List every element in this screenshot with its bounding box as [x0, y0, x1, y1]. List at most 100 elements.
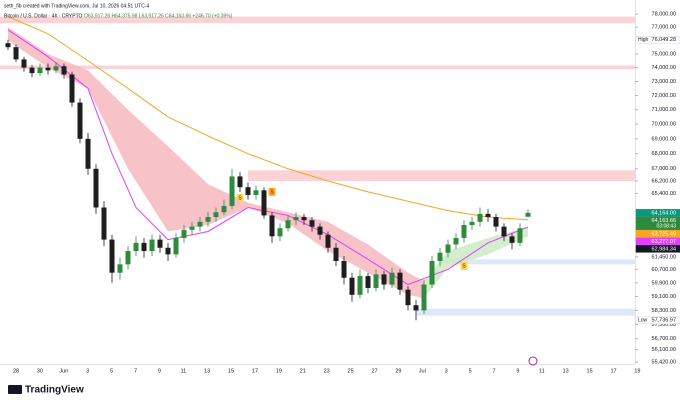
brand: TradingView: [25, 385, 84, 396]
candle-body: [157, 239, 163, 248]
moving-average: [7, 16, 529, 221]
y-tick-label: 59,900.00: [652, 280, 676, 286]
candle-body: [309, 220, 315, 227]
x-tick-label: 13: [563, 368, 569, 374]
x-tick-label: 23: [324, 368, 330, 374]
y-tick-label: 66,200.00: [652, 178, 676, 184]
x-tick-label: 19: [634, 368, 640, 374]
x-tick-label: 7: [134, 368, 137, 374]
candle-body: [437, 252, 443, 261]
candle-body: [229, 176, 235, 206]
x-tick-label: 25: [348, 368, 354, 374]
moving-average: [7, 29, 529, 286]
y-tick-label: 56,700.00: [652, 336, 676, 342]
signal-label: S: [270, 189, 274, 195]
x-tick-label: 15: [228, 368, 234, 374]
candle-body: [365, 276, 371, 288]
y-tick-label: 68,000.00: [652, 151, 676, 157]
price-badge-label: 64,163.66: [652, 218, 676, 224]
candle-body: [493, 217, 499, 227]
price-tag: Low: [638, 318, 648, 324]
x-tick-label: 13: [204, 368, 210, 374]
candle-body: [253, 190, 259, 195]
x-tick-label: 9: [158, 368, 161, 374]
candle-body: [165, 247, 171, 255]
candle-body: [237, 176, 243, 188]
candle-body: [341, 260, 347, 278]
price-badge-label: 64,164.00: [652, 210, 676, 216]
candle-body: [397, 272, 403, 290]
y-tick-label: 73,000.00: [652, 79, 676, 85]
candle-body: [213, 212, 219, 218]
tag-box: [637, 36, 649, 43]
event-icon[interactable]: [528, 356, 538, 366]
candle-body: [133, 242, 139, 252]
countdown: 03:08:43: [657, 224, 677, 230]
y-tick-label: 67,000.00: [652, 166, 676, 172]
zone: [440, 259, 635, 265]
price-badge: [635, 316, 680, 325]
candle-body: [21, 59, 27, 68]
candle-body: [117, 264, 123, 273]
price-badge: [635, 36, 680, 44]
candle-body: [373, 274, 379, 288]
candle-body: [453, 237, 459, 245]
candle-body: [301, 217, 307, 221]
candle-body: [469, 221, 475, 226]
candle-body: [29, 67, 35, 74]
x-tick-label: 11: [180, 368, 186, 374]
x-tick-label: 9: [516, 368, 519, 374]
candle-body: [501, 226, 507, 237]
candle-body: [461, 225, 467, 238]
candle-body: [285, 220, 291, 229]
candle-body: [189, 226, 195, 230]
y-tick-label: 72,000.00: [652, 93, 676, 99]
x-tick-label: 29: [395, 368, 401, 374]
x-tick-label: 19: [276, 368, 282, 374]
zone: [0, 65, 635, 69]
price-badge-label: 76,049.28: [652, 37, 676, 43]
candle-body: [429, 260, 435, 285]
price-badge: [635, 216, 680, 231]
x-tick-label: 17: [252, 368, 258, 374]
price-badge: [635, 245, 680, 253]
candle-body: [125, 251, 131, 265]
candle-body: [413, 305, 419, 311]
candle-body: [485, 213, 491, 218]
candle-body: [61, 66, 67, 75]
candle-body: [221, 205, 227, 213]
candle-body: [349, 277, 355, 295]
price-tag: High: [638, 37, 649, 43]
signal-marker: [268, 187, 276, 196]
x-tick-label: Jul: [419, 368, 426, 374]
footer: [0, 378, 680, 401]
logo-mark: [8, 385, 22, 394]
candle-body: [333, 247, 339, 261]
candle-body: [173, 237, 179, 255]
candle-body: [389, 272, 395, 285]
signal-label: S: [238, 196, 242, 202]
x-tick-label: 3: [445, 368, 448, 374]
y-tick-label: 75,000.00: [652, 51, 676, 57]
candle-body: [69, 74, 75, 103]
y-tick-label: 74,000.00: [652, 65, 676, 71]
candle-body: [53, 66, 59, 71]
credit: seth_fib created with TradingView.com, J…: [4, 3, 149, 9]
candle-body: [293, 217, 299, 221]
y-tick-label: 59,100.00: [652, 294, 676, 300]
x-tick-label: 7: [492, 368, 495, 374]
y-tick-label: 61,450.00: [652, 254, 676, 260]
tag-box: [637, 317, 649, 324]
x-tick-label: 28: [13, 368, 19, 374]
y-tick-label: 65,400.00: [652, 191, 676, 197]
x-tick-label: 27: [371, 368, 377, 374]
x-tick-label: 15: [587, 368, 593, 374]
candle-body: [245, 187, 251, 195]
candle-body: [93, 168, 99, 208]
candle-body: [109, 239, 115, 273]
candle-body: [77, 102, 83, 139]
y-tick-label: 78,000.00: [652, 11, 676, 17]
candle-body: [197, 221, 203, 227]
zone: [0, 16, 635, 24]
